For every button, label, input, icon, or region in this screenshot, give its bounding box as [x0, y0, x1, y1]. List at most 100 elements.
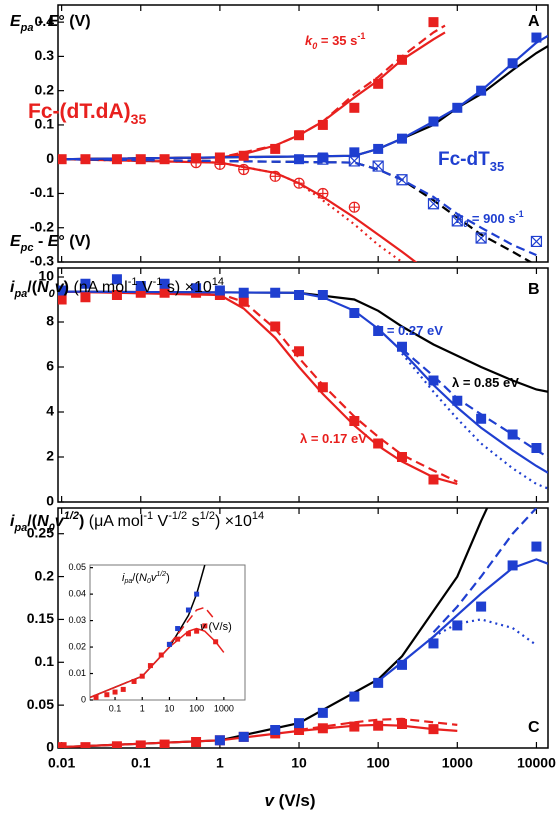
- data-point: [317, 153, 329, 165]
- annotation: ipa​/(N0​v1/2​): [122, 571, 170, 585]
- data-point: [159, 278, 170, 289]
- data-point: [396, 719, 407, 729]
- annotation: k0​ = 35 s-1​: [305, 31, 365, 51]
- data-point: [238, 296, 249, 307]
- x-tick-label: 10: [291, 755, 307, 771]
- data-point: [214, 735, 225, 746]
- plot-frame: [57, 267, 549, 503]
- data-point: [531, 541, 542, 552]
- data-point: [507, 429, 518, 440]
- y-tick-label: -0.3: [30, 253, 54, 269]
- fit-line: [432, 508, 538, 634]
- data-point: [294, 718, 305, 729]
- data-point: [190, 157, 202, 169]
- y-tick-label: 0.4: [35, 13, 55, 29]
- data-point: [104, 692, 110, 698]
- data-point: [191, 283, 202, 294]
- data-point: [293, 177, 305, 189]
- data-point: [294, 154, 305, 165]
- data-point: [348, 155, 360, 167]
- data-point: [373, 677, 384, 688]
- data-point: [270, 725, 281, 735]
- data-point: [294, 346, 305, 357]
- data-point: [396, 174, 408, 186]
- y-tick-label: 0: [81, 694, 86, 704]
- annotation: λ = 0.17 eV: [300, 431, 367, 446]
- data-point: [348, 201, 360, 213]
- data-point: [396, 452, 407, 462]
- y-tick-label: 6: [46, 358, 54, 374]
- data-point: [373, 78, 384, 89]
- x-tick-label: 100: [366, 755, 390, 771]
- data-point: [214, 158, 226, 170]
- annotation: B: [528, 281, 540, 298]
- data-point: [531, 443, 542, 453]
- annotation: A: [528, 13, 540, 30]
- data-point: [214, 285, 225, 296]
- data-point: [58, 742, 67, 748]
- data-point: [396, 659, 407, 670]
- data-point: [213, 639, 219, 645]
- data-point: [531, 32, 542, 43]
- data-point: [135, 740, 146, 748]
- data-point: [238, 163, 250, 176]
- y-tick-label: 0: [46, 150, 54, 166]
- data-point: [175, 626, 181, 632]
- data-point: [452, 620, 463, 631]
- annotation: k0​ = 900 s-1​: [456, 209, 524, 229]
- data-point: [349, 147, 360, 158]
- data-point: [428, 116, 439, 127]
- annotation: λ = 0.27 eV: [376, 323, 443, 338]
- x-tick-label: 1000: [214, 703, 234, 713]
- plot-area: [58, 274, 548, 490]
- data-point: [373, 438, 384, 449]
- fit-line: [298, 717, 458, 732]
- fit-line: [432, 618, 538, 646]
- y-tick-label: 0.03: [68, 615, 86, 625]
- annotation: Fc-dT35​: [438, 149, 504, 174]
- data-point: [158, 652, 164, 658]
- data-point: [139, 673, 145, 679]
- y-tick-label: 8: [46, 313, 54, 329]
- data-point: [159, 739, 170, 748]
- fit-line: [61, 158, 537, 257]
- data-point: [58, 154, 67, 165]
- plot-area: [58, 508, 548, 748]
- x-tick-label: 10000: [517, 755, 556, 771]
- y-tick-label: 0.15: [27, 610, 54, 626]
- data-point: [507, 58, 518, 69]
- fit-line: [61, 34, 548, 161]
- data-point: [202, 623, 208, 629]
- y-tick-label: 0.2: [35, 567, 55, 583]
- y-tick-label: 0.02: [68, 641, 86, 651]
- data-point: [373, 326, 384, 336]
- data-point: [428, 724, 439, 735]
- data-point: [135, 154, 146, 165]
- annotation: ipa​/(N0​v1/2​) (μA mol-1​ V-1/2​ s1/2​)…: [10, 510, 264, 534]
- y-tick-label: 0.01: [68, 668, 86, 678]
- data-point: [80, 154, 91, 165]
- fit-line: [61, 723, 458, 748]
- y-tick-label: -0.1: [30, 184, 54, 200]
- data-point: [58, 285, 67, 296]
- data-point: [111, 741, 122, 748]
- y-tick-label: 0.05: [27, 696, 54, 712]
- data-point: [131, 678, 137, 684]
- data-point: [427, 198, 440, 210]
- annotation: v (V/s): [200, 621, 232, 633]
- y-tick-label: 0.2: [35, 81, 55, 97]
- data-point: [372, 160, 384, 172]
- data-point: [396, 341, 407, 352]
- data-point: [238, 287, 249, 298]
- plot-area: [90, 565, 225, 700]
- annotation: Fc-(dT.dA)35​: [28, 100, 146, 127]
- annotation: Epa​ - E° (V): [10, 13, 91, 34]
- data-point: [475, 232, 487, 244]
- fit-line: [61, 290, 458, 486]
- data-point: [349, 721, 360, 732]
- data-point: [111, 290, 122, 300]
- fit-line: [61, 158, 405, 262]
